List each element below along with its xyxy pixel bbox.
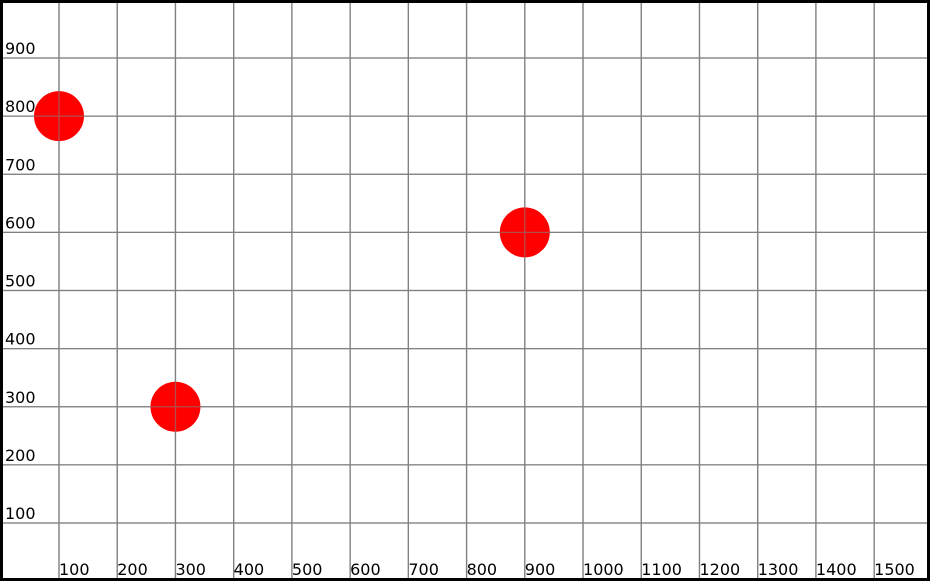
x-tick-label: 400 [234,560,265,578]
x-tick-label: 300 [175,560,206,578]
x-tick-label: 100 [59,560,90,578]
x-tick-labels: 100 200 300 400 500 600 700 800 900 1000 1100 1200 1… [59,560,915,578]
y-tick-label: 200 [5,446,36,465]
x-tick-label: 600 [350,560,381,578]
y-tick-label: 700 [5,155,36,174]
x-tick-label: 200 [117,560,148,578]
x-tick-label: 1100 [641,560,682,578]
x-tick-label: 500 [292,560,323,578]
y-tick-label: 800 [5,97,36,116]
x-tick-label: 1300 [758,560,799,578]
y-tick-label: 600 [5,213,36,232]
y-tick-label: 300 [5,388,36,407]
y-tick-label: 500 [5,272,36,291]
scatter-plot: 100 200 300 400 500 600 700 800 900 1000 1100 1200 1… [3,3,927,578]
grid-overlay [3,3,927,578]
x-tick-label: 900 [525,560,556,578]
y-tick-label: 900 [5,39,36,58]
x-tick-label: 1500 [874,560,915,578]
y-tick-label: 100 [5,504,36,523]
x-tick-label: 800 [467,560,498,578]
y-tick-label: 400 [5,330,36,349]
x-tick-label: 1000 [583,560,624,578]
x-tick-label: 700 [408,560,439,578]
x-tick-label: 1400 [816,560,857,578]
x-tick-label: 1200 [699,560,740,578]
y-tick-labels: 100 200 300 400 500 600 700 800 900 [5,39,36,523]
